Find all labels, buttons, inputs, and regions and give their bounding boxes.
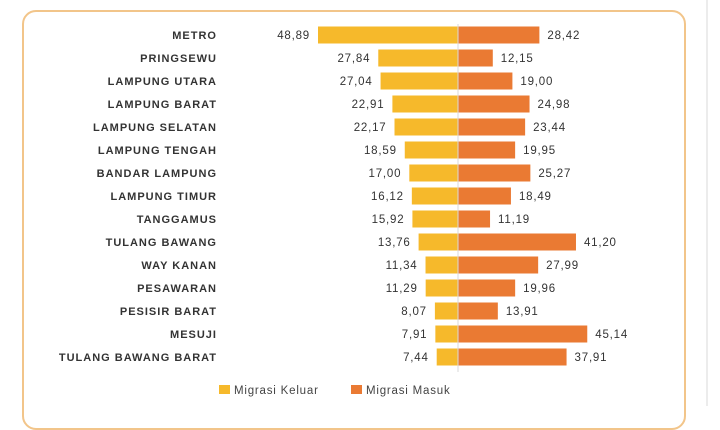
value-migrasi-masuk-tulang-bawang-barat: 37,91 [575,352,608,364]
bar-migrasi-masuk-lampung-utara [458,72,513,90]
value-labels-migrasi-masuk: 28,42 12,15 19,00 24,98 23,44 19,95 25,27 18,49… [498,30,628,364]
bar-migrasi-masuk-mesuji [458,325,588,343]
bar-migrasi-keluar-pesisir-barat [434,302,458,320]
value-migrasi-masuk-lampung-timur: 18,49 [519,191,552,203]
bar-migrasi-keluar-tulang-bawang-barat [436,348,458,366]
category-label-tulang-bawang-barat: TULANG BAWANG BARAT [59,352,217,364]
category-label-lampung-timur: LAMPUNG TIMUR [111,191,218,203]
value-migrasi-keluar-pesawaran: 11,29 [386,283,418,295]
bar-migrasi-keluar-pesawaran [425,279,458,297]
category-label-tulang-bawang: TULANG BAWANG [106,237,217,249]
category-label-mesuji: MESUJI [170,329,217,341]
legend: Migrasi Keluar Migrasi Masuk [219,385,451,397]
value-migrasi-masuk-metro: 28,42 [547,30,580,42]
value-labels-migrasi-keluar: 48,89 27,84 27,04 22,91 22,17 18,59 17,00 16,12… [277,30,428,364]
value-migrasi-keluar-metro: 48,89 [277,30,310,42]
value-migrasi-keluar-tanggamus: 15,92 [372,214,405,226]
bar-migrasi-masuk-lampung-tengah [458,141,516,159]
value-migrasi-masuk-pesawaran: 19,96 [523,283,556,295]
bar-migrasi-masuk-bandar-lampung [458,164,531,182]
bar-migrasi-keluar-lampung-timur [411,187,458,205]
bar-migrasi-keluar-lampung-barat [392,95,458,113]
bar-migrasi-masuk-pringsewu [458,49,493,67]
value-migrasi-keluar-tulang-bawang-barat: 7,44 [403,352,429,364]
value-migrasi-masuk-lampung-tengah: 19,95 [523,145,556,157]
side-divider [706,0,708,406]
bar-migrasi-keluar-bandar-lampung [409,164,458,182]
legend-swatch-migrasi-masuk [351,385,362,394]
legend-label-migrasi-masuk: Migrasi Masuk [366,385,451,397]
category-label-way-kanan: WAY KANAN [141,260,217,272]
value-migrasi-keluar-lampung-tengah: 18,59 [364,145,397,157]
bar-migrasi-masuk-tulang-bawang [458,233,576,251]
category-label-lampung-utara: LAMPUNG UTARA [108,76,217,88]
category-label-lampung-selatan: LAMPUNG SELATAN [93,122,217,134]
legend-label-migrasi-keluar: Migrasi Keluar [234,385,319,397]
bar-migrasi-keluar-lampung-utara [380,72,458,90]
bar-migrasi-keluar-mesuji [435,325,458,343]
bar-migrasi-masuk-lampung-barat [458,95,530,113]
value-migrasi-keluar-mesuji: 7,91 [402,329,428,341]
bar-migrasi-masuk-lampung-timur [458,187,511,205]
bar-migrasi-masuk-way-kanan [458,256,539,274]
value-migrasi-masuk-tanggamus: 11,19 [498,214,530,226]
value-migrasi-masuk-lampung-selatan: 23,44 [533,122,566,134]
bar-migrasi-masuk-tanggamus [458,210,491,228]
category-label-bandar-lampung: BANDAR LAMPUNG [97,168,217,180]
category-label-pringsewu: PRINGSEWU [140,53,217,65]
category-label-tanggamus: TANGGAMUS [137,214,217,226]
value-migrasi-keluar-way-kanan: 11,34 [386,260,418,272]
bar-migrasi-keluar-tanggamus [412,210,458,228]
value-migrasi-masuk-bandar-lampung: 25,27 [538,168,571,180]
category-label-lampung-barat: LAMPUNG BARAT [108,99,217,111]
bars-migrasi-keluar [318,26,458,366]
value-migrasi-masuk-pringsewu: 12,15 [501,53,534,65]
value-migrasi-masuk-mesuji: 45,14 [595,329,628,341]
category-label-pesawaran: PESAWARAN [137,283,217,295]
bar-migrasi-masuk-lampung-selatan [458,118,526,136]
bar-migrasi-masuk-tulang-bawang-barat [458,348,567,366]
value-migrasi-keluar-pringsewu: 27,84 [337,53,370,65]
bar-migrasi-keluar-pringsewu [378,49,458,67]
value-migrasi-keluar-lampung-barat: 22,91 [352,99,385,111]
diverging-bar-chart: METRO PRINGSEWU LAMPUNG UTARA LAMPUNG BARAT… [59,24,628,397]
value-migrasi-masuk-tulang-bawang: 41,20 [584,237,617,249]
bar-migrasi-keluar-way-kanan [425,256,458,274]
category-label-metro: METRO [172,30,217,42]
value-migrasi-keluar-bandar-lampung: 17,00 [369,168,402,180]
bar-migrasi-keluar-lampung-tengah [404,141,458,159]
category-labels: METRO PRINGSEWU LAMPUNG UTARA LAMPUNG BARAT… [59,30,218,364]
bar-migrasi-masuk-pesisir-barat [458,302,498,320]
legend-swatch-migrasi-keluar [219,385,230,394]
value-migrasi-keluar-lampung-timur: 16,12 [371,191,404,203]
value-migrasi-keluar-pesisir-barat: 8,07 [401,306,427,318]
bar-migrasi-masuk-metro [458,26,540,44]
value-migrasi-keluar-lampung-selatan: 22,17 [354,122,387,134]
value-migrasi-keluar-tulang-bawang: 13,76 [378,237,411,249]
bars-migrasi-masuk [458,26,588,366]
bar-migrasi-keluar-metro [318,26,458,44]
bar-migrasi-masuk-pesawaran [458,279,516,297]
value-migrasi-masuk-lampung-barat: 24,98 [538,99,571,111]
bar-migrasi-keluar-lampung-selatan [394,118,458,136]
category-label-pesisir-barat: PESISIR BARAT [120,306,217,318]
value-migrasi-keluar-lampung-utara: 27,04 [340,76,373,88]
bar-migrasi-keluar-tulang-bawang [418,233,458,251]
value-migrasi-masuk-pesisir-barat: 13,91 [506,306,539,318]
category-label-lampung-tengah: LAMPUNG TENGAH [98,145,217,157]
value-migrasi-masuk-way-kanan: 27,99 [546,260,579,272]
value-migrasi-masuk-lampung-utara: 19,00 [520,76,553,88]
